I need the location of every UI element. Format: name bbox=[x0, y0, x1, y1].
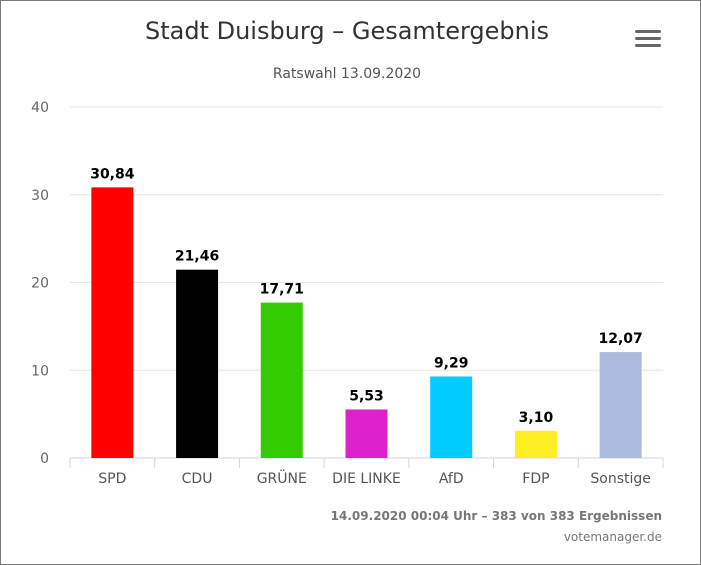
data-label: 3,10 bbox=[519, 410, 554, 426]
y-tick-label: 10 bbox=[31, 363, 49, 379]
x-tick-label: Sonstige bbox=[590, 471, 651, 487]
x-tick-label: CDU bbox=[182, 471, 213, 487]
y-tick-label: 0 bbox=[40, 451, 49, 467]
credit-link[interactable]: votemanager.de bbox=[563, 530, 662, 544]
data-label: 21,46 bbox=[175, 249, 219, 265]
bar-spd bbox=[91, 187, 134, 458]
y-tick-label: 30 bbox=[31, 188, 49, 204]
chart-title: Stadt Duisburg – Gesamtergebnis bbox=[144, 17, 550, 45]
bar-sonstige bbox=[599, 352, 642, 458]
x-tick-label: SPD bbox=[98, 471, 126, 487]
hamburger-menu-icon[interactable] bbox=[635, 30, 661, 50]
y-tick-label: 40 bbox=[31, 100, 49, 116]
x-tick-label: FDP bbox=[522, 471, 549, 487]
data-label: 9,29 bbox=[434, 355, 469, 371]
bar-fdp bbox=[514, 430, 557, 458]
bar-afd bbox=[430, 376, 473, 458]
chart-subtitle: Ratswahl 13.09.2020 bbox=[272, 66, 422, 82]
bar-grüne bbox=[260, 302, 303, 458]
data-label: 12,07 bbox=[598, 331, 642, 347]
bar-cdu bbox=[176, 269, 219, 458]
data-label: 17,71 bbox=[260, 282, 304, 298]
bar-die-linke bbox=[345, 409, 388, 458]
x-tick-label: DIE LINKE bbox=[332, 471, 401, 487]
x-tick-label: AfD bbox=[439, 471, 464, 487]
data-label: 30,84 bbox=[90, 166, 135, 182]
y-tick-label: 20 bbox=[31, 276, 49, 292]
x-tick-label: GRÜNE bbox=[257, 469, 307, 487]
data-label: 5,53 bbox=[349, 388, 384, 404]
results-status: 14.09.2020 00:04 Uhr – 383 von 383 Ergeb… bbox=[330, 509, 662, 523]
